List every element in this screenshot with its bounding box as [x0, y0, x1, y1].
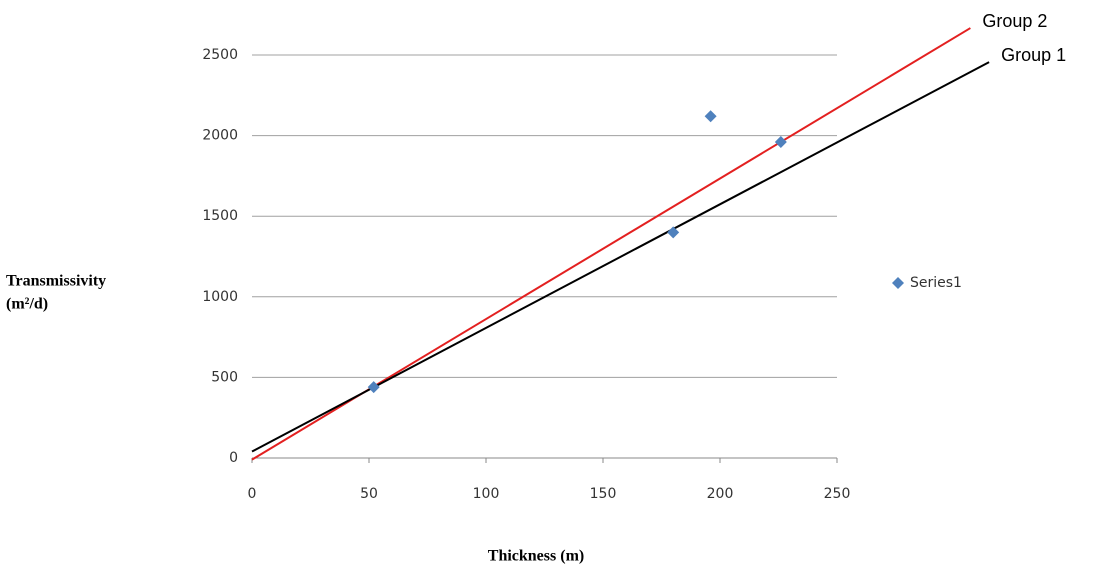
x-tick-label: 100	[473, 486, 500, 502]
y-axis-label: Transmissivity	[6, 273, 106, 290]
y-axis-label: (m²/d)	[6, 296, 48, 313]
y-tick-label: 1500	[202, 208, 238, 224]
point	[774, 136, 787, 149]
y-tick-label: 500	[211, 369, 238, 385]
x-axis-label: Thickness (m)	[488, 548, 584, 565]
fit-line	[251, 61, 990, 453]
y-tick-label: 0	[229, 450, 238, 466]
y-tick-label: 1000	[202, 289, 238, 305]
legend-label: Series1	[910, 275, 962, 291]
x-tick-label: 150	[590, 486, 617, 502]
point	[667, 226, 680, 239]
x-tick-label: 0	[248, 486, 257, 502]
legend-marker	[892, 277, 904, 289]
y-tick-label: 2500	[202, 47, 238, 63]
line-label: Group 1	[1001, 45, 1066, 65]
x-tick-label: 200	[707, 486, 734, 502]
line-label: Group 2	[982, 11, 1047, 31]
x-tick-label: 50	[360, 486, 378, 502]
x-tick-label: 250	[824, 486, 851, 502]
point	[704, 110, 717, 123]
point	[367, 381, 380, 394]
y-tick-label: 2000	[202, 128, 238, 144]
